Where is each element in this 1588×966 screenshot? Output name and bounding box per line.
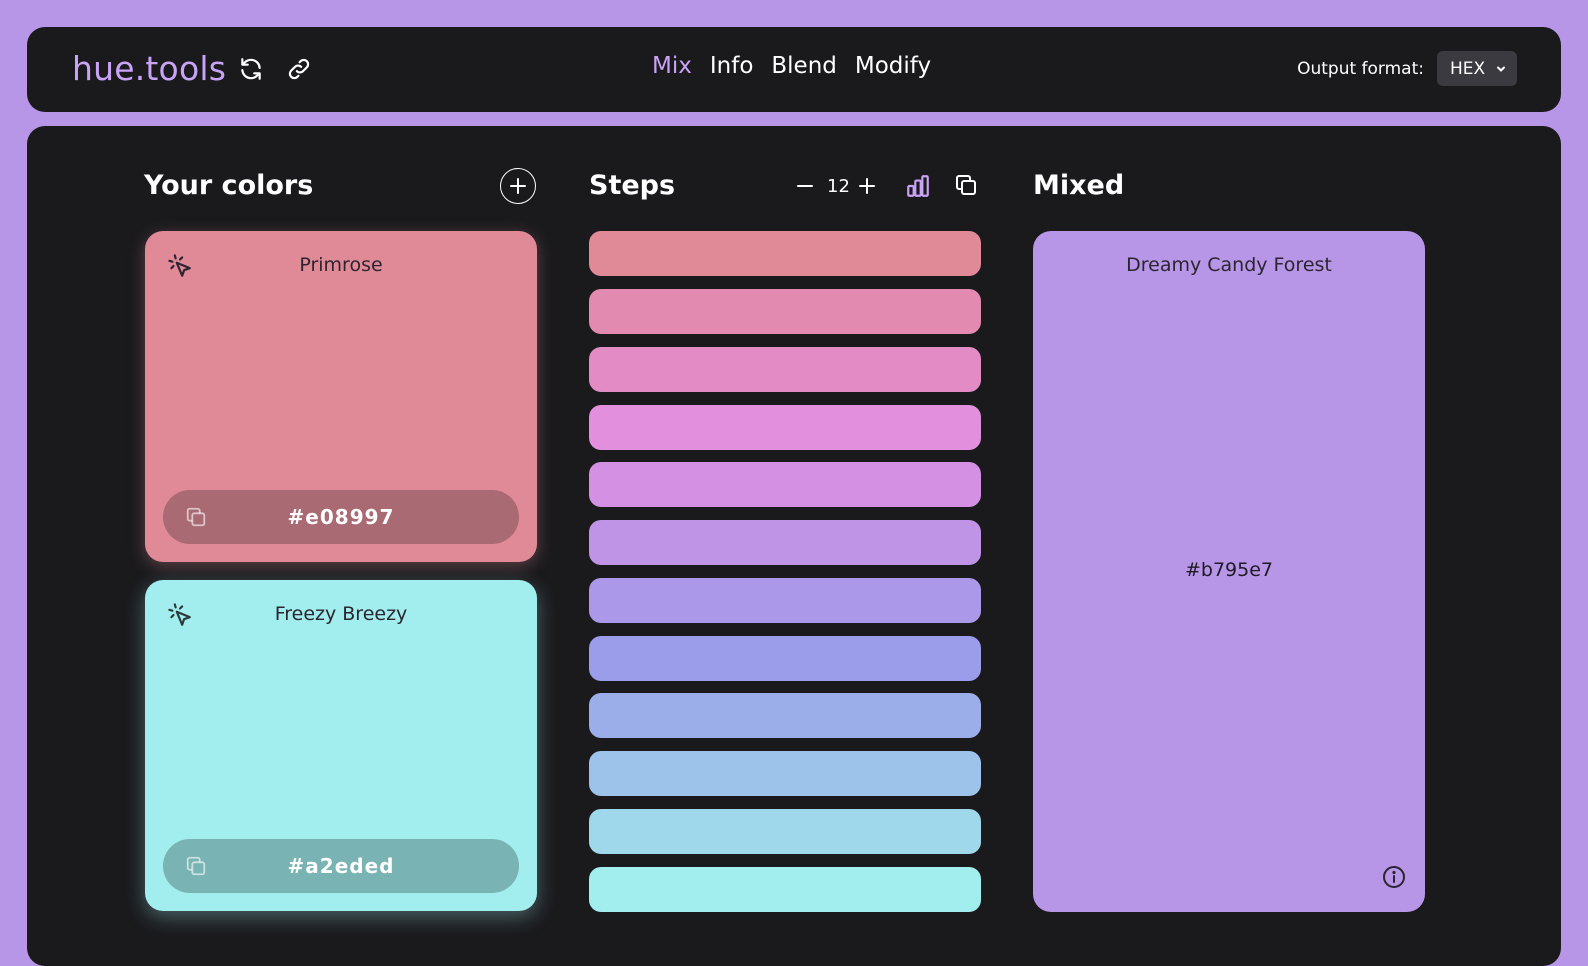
output-format-control: Output format: HEX <box>1297 51 1517 86</box>
link-icon[interactable] <box>285 55 313 83</box>
step-swatch[interactable] <box>589 636 981 681</box>
output-format-label: Output format: <box>1297 58 1424 79</box>
color-picker-icon[interactable] <box>167 253 193 279</box>
color-picker-icon[interactable] <box>167 602 193 628</box>
refresh-icon[interactable] <box>237 55 265 83</box>
hex-value: #e08997 <box>287 505 395 529</box>
step-swatch[interactable] <box>589 347 981 392</box>
nav-info[interactable]: Info <box>709 53 754 79</box>
nav-modify[interactable]: Modify <box>854 53 932 79</box>
hex-copy-pill[interactable]: #a2eded <box>163 839 519 893</box>
plus-circle-icon <box>510 178 526 194</box>
step-swatch[interactable] <box>589 693 981 738</box>
your-colors-title: Your colors <box>144 170 314 201</box>
copy-icon <box>186 507 206 527</box>
bar-chart-icon <box>907 175 929 197</box>
brand-logo[interactable]: hue.tools <box>72 49 227 88</box>
main-nav: Mix Info Blend Modify <box>652 53 931 79</box>
copy-steps-button[interactable] <box>954 173 980 199</box>
plus-icon <box>859 178 875 194</box>
step-swatch[interactable] <box>589 578 981 623</box>
nav-mix[interactable]: Mix <box>652 53 692 79</box>
step-swatch[interactable] <box>589 289 981 334</box>
info-icon[interactable] <box>1382 865 1406 894</box>
step-swatch[interactable] <box>589 809 981 854</box>
color-name: Freezy Breezy <box>274 603 408 625</box>
step-swatch[interactable] <box>589 751 981 796</box>
step-swatch[interactable] <box>589 405 981 450</box>
color-card-primrose: Primrose #e08997 <box>145 231 537 562</box>
nav-blend[interactable]: Blend <box>771 53 837 79</box>
steps-count: 12 <box>827 176 850 197</box>
output-format-select[interactable]: HEX <box>1437 51 1517 86</box>
copy-icon <box>186 856 206 876</box>
mixed-title: Mixed <box>1033 170 1125 201</box>
hex-copy-pill[interactable]: #e08997 <box>163 490 519 544</box>
steps-decrement-button[interactable] <box>795 176 817 198</box>
mixed-hex-value[interactable]: #b795e7 <box>1184 559 1274 581</box>
chart-toggle-button[interactable] <box>905 173 931 199</box>
output-format-value: HEX <box>1450 58 1486 79</box>
chevron-down-icon <box>1497 66 1505 72</box>
step-swatch[interactable] <box>589 867 981 912</box>
mixed-color-name: Dreamy Candy Forest <box>1126 254 1332 276</box>
steps-title: Steps <box>589 170 676 201</box>
mixed-color-card[interactable]: Dreamy Candy Forest #b795e7 <box>1033 231 1425 912</box>
hex-value: #a2eded <box>287 854 395 878</box>
main-panel: Your colors Primrose #e08997 Freezy Bree… <box>27 126 1561 966</box>
minus-icon <box>797 185 813 187</box>
step-swatch[interactable] <box>589 520 981 565</box>
color-name: Primrose <box>299 254 383 276</box>
step-swatch[interactable] <box>589 462 981 507</box>
copy-icon <box>956 175 976 195</box>
steps-increment-button[interactable] <box>857 176 879 198</box>
top-bar: hue.tools Mix Info Blend Modify Output f… <box>27 27 1561 112</box>
add-color-button[interactable] <box>500 168 536 204</box>
color-card-freezy-breezy: Freezy Breezy #a2eded <box>145 580 537 911</box>
step-swatch[interactable] <box>589 231 981 276</box>
